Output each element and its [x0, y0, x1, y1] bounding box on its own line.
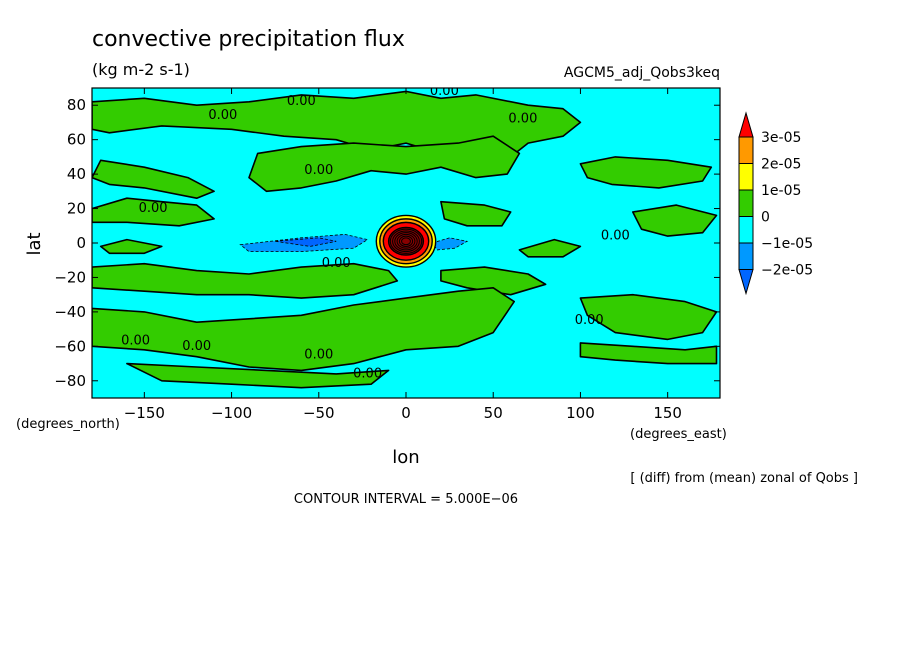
contour-label: 0.00 — [287, 94, 316, 109]
positive-region — [99, 238, 163, 255]
y-tick-label: −40 — [54, 303, 86, 321]
positive-region — [92, 262, 399, 299]
contour-line — [401, 237, 411, 246]
x-tick-label: −100 — [211, 404, 252, 422]
y-axis: 80 60 40 20 0 −20 −40 −60 −80 — [54, 96, 720, 390]
contour-line — [394, 232, 418, 251]
colorbar-segment — [738, 163, 754, 191]
contour-label: 0.00 — [182, 339, 211, 354]
contour-label: 0.00 — [601, 229, 630, 244]
contour-label: 0.00 — [575, 313, 604, 328]
contour-line — [396, 233, 416, 249]
hotspot-maximum — [375, 214, 437, 268]
positive-region — [126, 362, 390, 389]
colorbar-segment — [738, 216, 754, 244]
y-tick-label: 60 — [67, 131, 86, 149]
chart-title: convective precipitation flux — [92, 27, 405, 52]
positive-region — [579, 342, 718, 365]
negative-region — [275, 237, 337, 247]
contour-labels: 0.00 0.00 0.00 0.00 0.00 0.00 0.00 0.00 0.00 0.00… — [121, 84, 630, 381]
colorbar-segment — [738, 136, 754, 164]
positive-regions — [92, 90, 718, 389]
positive-region — [92, 90, 582, 158]
contour-label: 0.00 — [208, 108, 237, 123]
positive-region — [92, 159, 215, 199]
x-tick-label: 100 — [566, 404, 595, 422]
contour-label: 0.00 — [508, 111, 537, 126]
y-tick-label: 40 — [67, 165, 86, 183]
x-tick-label: 0 — [401, 404, 411, 422]
negative-regions — [239, 233, 469, 253]
contour-label: 0.00 — [304, 347, 333, 362]
positive-region — [440, 200, 512, 227]
positive-region — [579, 156, 713, 189]
y-tick-label: −80 — [54, 372, 86, 390]
colorbar: 3e-05 2e-05 1e-05 0 −1e-05 −2e-05 — [738, 111, 813, 296]
y-tick-label: 0 — [76, 234, 86, 252]
colorbar-segment — [738, 242, 754, 270]
y-tick-label: 80 — [67, 96, 86, 114]
note-text: [ (diff) from (mean) zonal of Qobs ] — [630, 471, 858, 486]
positive-region — [92, 197, 215, 227]
y-tick-label: 20 — [67, 200, 86, 218]
x-tick-label: −150 — [124, 404, 165, 422]
x-tick-label: 50 — [484, 404, 503, 422]
contour-label: 0.00 — [322, 256, 351, 271]
x-unit-label: (degrees_east) — [630, 427, 727, 442]
contour-label: 0.00 — [353, 366, 382, 381]
positive-region — [248, 135, 521, 193]
contour-line — [398, 235, 414, 247]
hotspot-level — [387, 226, 425, 256]
x-tick-label: −50 — [303, 404, 335, 422]
contour-label: 0.00 — [304, 163, 333, 178]
colorbar-segment — [738, 269, 754, 296]
colorbar-label: −1e-05 — [761, 236, 813, 252]
positive-region — [631, 204, 718, 237]
dataset-label: AGCM5_adj_Qobs3keq — [564, 65, 720, 81]
positive-region — [579, 293, 718, 341]
contour-line — [392, 230, 420, 253]
colorbar-label: 3e-05 — [761, 130, 801, 146]
contour-label: 0.00 — [430, 84, 459, 99]
colorbar-label: −2e-05 — [761, 263, 813, 279]
chart-units: (kg m-2 s-1) — [92, 60, 190, 79]
colorbar-segment — [738, 189, 754, 217]
y-tick-label: −60 — [54, 337, 86, 355]
y-axis-title: lat — [24, 232, 45, 255]
x-axis-title: lon — [392, 447, 419, 468]
colorbar-label: 2e-05 — [761, 157, 801, 173]
colorbar-label: 0 — [761, 210, 770, 226]
colorbar-label: 1e-05 — [761, 183, 801, 199]
positive-region — [440, 266, 547, 296]
positive-region — [518, 238, 582, 258]
x-tick-label: 150 — [653, 404, 682, 422]
y-tick-label: −20 — [54, 268, 86, 286]
contour-interval-text: CONTOUR INTERVAL = 5.000E−06 — [294, 492, 518, 507]
contour-label: 0.00 — [121, 334, 150, 349]
positive-region — [92, 286, 516, 372]
negative-region — [431, 237, 469, 251]
contour-label: 0.00 — [139, 201, 168, 216]
plot-area: 0.00 0.00 0.00 0.00 0.00 0.00 0.00 0.00 0.00 0.00… — [92, 84, 720, 398]
x-axis: −150 −100 −50 0 50 100 150 — [124, 88, 682, 422]
y-unit-label: (degrees_north) — [16, 417, 120, 432]
colorbar-segment — [738, 111, 754, 138]
contour-line — [389, 228, 423, 254]
